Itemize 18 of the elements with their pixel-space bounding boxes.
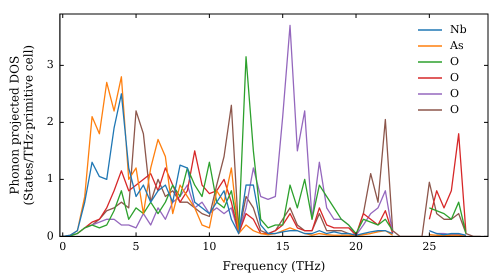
x-tick-label: 10 [202, 240, 216, 253]
legend-label: O [450, 86, 460, 100]
x-tick-label: 25 [422, 240, 436, 253]
y-tick-label: 1 [46, 172, 54, 186]
legend-label: O [450, 54, 460, 68]
x-tick-label: 20 [349, 240, 364, 253]
y-tick-label: 3 [46, 58, 54, 72]
x-tick-label: 5 [132, 240, 140, 253]
legend-label: Nb [450, 22, 467, 36]
y-tick-label: 0 [46, 229, 54, 242]
legend-label: O [450, 70, 460, 84]
legend-label: O [450, 102, 460, 116]
y-tick-label: 2 [46, 115, 54, 128]
y-axis-title: Phonon projected DOS (States/THz·primitive cell) [7, 44, 36, 206]
x-tick-label: 0 [59, 240, 66, 253]
x-tick-label: 15 [276, 240, 290, 253]
legend-label: As [449, 38, 464, 52]
x-axis-title: Frequency (THz) [222, 258, 326, 273]
